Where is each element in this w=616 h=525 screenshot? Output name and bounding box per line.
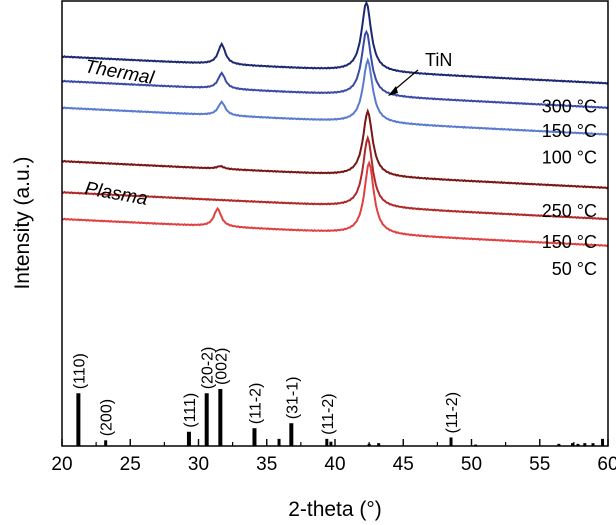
series-label: 250 °C: [542, 201, 597, 221]
x-tick-label: 50: [461, 454, 482, 475]
series-line: [62, 108, 608, 190]
reference-label: (11-2): [247, 383, 264, 425]
x-tick-label: 25: [120, 454, 141, 475]
tin-arrow-head: [388, 86, 398, 96]
series-layer: [62, 1, 608, 248]
series-labels: 300 °C 150 °C 100 °C 250 °C 150 °C 50 °C: [542, 96, 597, 278]
reference-pattern: (110) (200) (111)(20-2)(002) (11-2) (31-1) (1…: [71, 347, 605, 446]
tin-peak-label: TiN: [425, 50, 452, 70]
x-axis-label: 2-theta (°): [288, 498, 382, 521]
reference-label: (31-1): [284, 377, 301, 420]
x-tick-label: 60: [597, 454, 616, 475]
series-label: 150 °C: [542, 121, 597, 141]
series-label: 50 °C: [552, 259, 597, 279]
reference-label: (11-2): [320, 393, 337, 435]
reference-label: (002): [213, 348, 230, 385]
reference-label: (200): [99, 399, 116, 436]
reference-label: (110): [71, 353, 88, 389]
series-label: 300 °C: [542, 96, 597, 116]
x-tick-label: 40: [324, 454, 345, 475]
series-label: 150 °C: [542, 232, 597, 252]
series-label: 100 °C: [542, 148, 597, 168]
reference-label: (11-2): [444, 392, 461, 434]
series-line: [62, 29, 608, 110]
x-tick-label: 20: [51, 454, 72, 475]
series-line: [62, 134, 608, 221]
x-tick-label: 55: [529, 454, 550, 475]
series-line: [62, 57, 608, 136]
series-line: [62, 1, 608, 85]
reference-label: (20-2): [200, 347, 217, 390]
x-tick-label: 35: [256, 454, 277, 475]
x-tick-label: 30: [188, 454, 209, 475]
plasma-group-label: Plasma: [83, 178, 149, 210]
reference-label: (111): [182, 393, 199, 428]
x-tick-label: 45: [393, 454, 414, 475]
x-axis: 20 25 30 35 40 45 50 55 60: [51, 439, 616, 475]
series-line: [62, 160, 608, 248]
y-axis-label: Intensity (a.u.): [11, 156, 34, 289]
